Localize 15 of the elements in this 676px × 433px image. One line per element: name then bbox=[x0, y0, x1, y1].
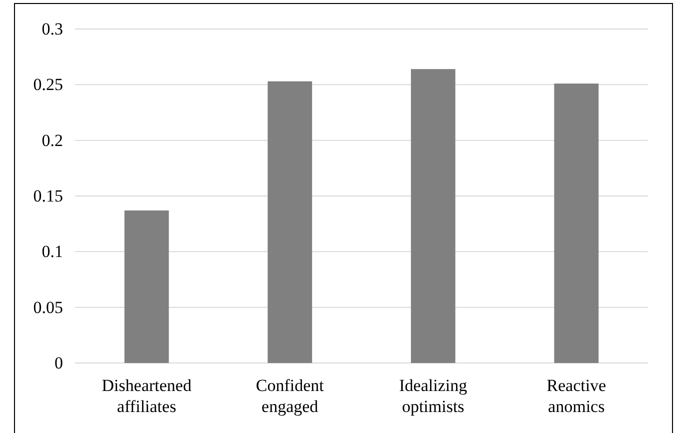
bar bbox=[410, 69, 456, 363]
x-tick-label: Reactive anomics bbox=[546, 376, 606, 416]
x-tick-label: Confident engaged bbox=[256, 376, 324, 416]
y-tick-label: 0.25 bbox=[33, 75, 63, 94]
y-tick-label: 0.05 bbox=[33, 298, 63, 317]
y-tick-label: 0.3 bbox=[42, 19, 63, 38]
bar bbox=[268, 81, 312, 363]
y-tick-label: 0.2 bbox=[42, 130, 63, 150]
y-tick-label: 0 bbox=[54, 353, 63, 372]
bar bbox=[124, 210, 169, 363]
y-tick-label: 0.1 bbox=[42, 242, 63, 262]
bar bbox=[554, 84, 599, 363]
x-tick-label: Disheartened affiliates bbox=[102, 376, 192, 416]
x-tick-label: Idealizing optimists bbox=[399, 376, 468, 416]
y-tick-label: 0.15 bbox=[33, 186, 63, 206]
